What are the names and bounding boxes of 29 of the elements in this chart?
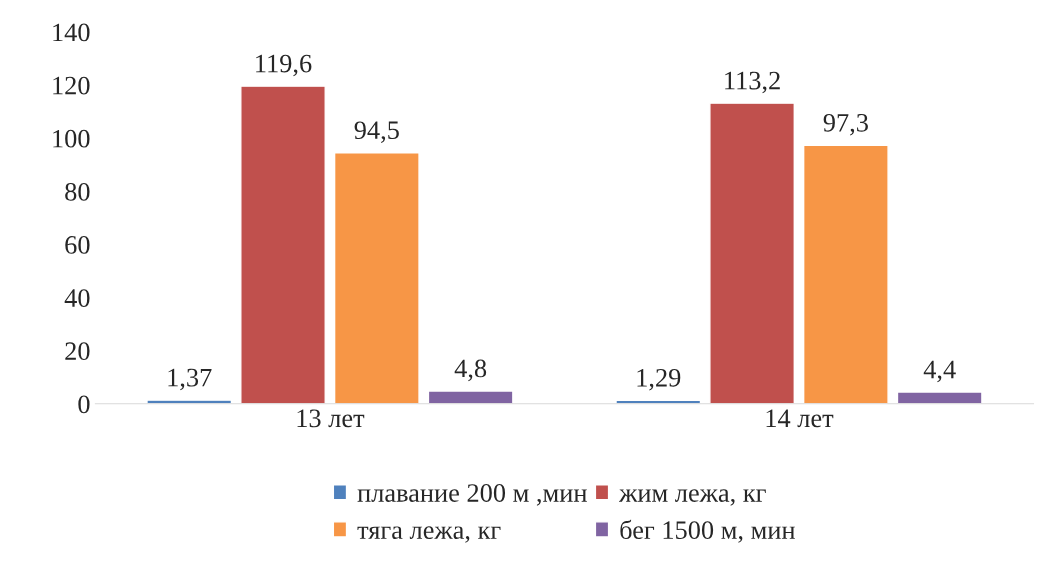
data-label: 1,29 — [637, 368, 681, 391]
bar — [240, 85, 326, 404]
legend-label: жим лежа, кг — [619, 489, 766, 506]
legend-label: плавание 200 м ,мин — [357, 484, 587, 506]
data-label: 119,6 — [256, 54, 312, 77]
data-label: 94,5 — [354, 121, 399, 143]
data-label: 4,4 — [923, 360, 956, 383]
y-tick-label: 120 — [53, 76, 90, 95]
bar — [427, 390, 514, 404]
y-tick-label: 0 — [78, 395, 90, 414]
legend-label: бег 1500 м, мин — [620, 519, 795, 543]
x-tick-label: 13 лет — [297, 409, 365, 428]
y-tick-label: 100 — [53, 129, 90, 148]
y-tick-label: 40 — [64, 289, 90, 307]
y-tick-label: 80 — [65, 182, 90, 201]
bar — [333, 152, 420, 404]
y-tick-label: 60 — [65, 236, 90, 254]
data-label: 113,2 — [725, 71, 780, 94]
y-tick-label: 140 — [53, 23, 90, 42]
data-label: 4,8 — [454, 359, 487, 382]
y-tick-label: 20 — [65, 342, 90, 361]
x-tick-label: 14 лет — [766, 409, 834, 428]
data-label: 97,3 — [823, 113, 868, 136]
legend-label: тяга лежа, кг — [357, 526, 501, 543]
bar — [896, 391, 983, 404]
bar — [709, 102, 795, 404]
bar — [146, 399, 233, 404]
data-label: 1,37 — [168, 368, 212, 391]
bar — [802, 144, 889, 404]
